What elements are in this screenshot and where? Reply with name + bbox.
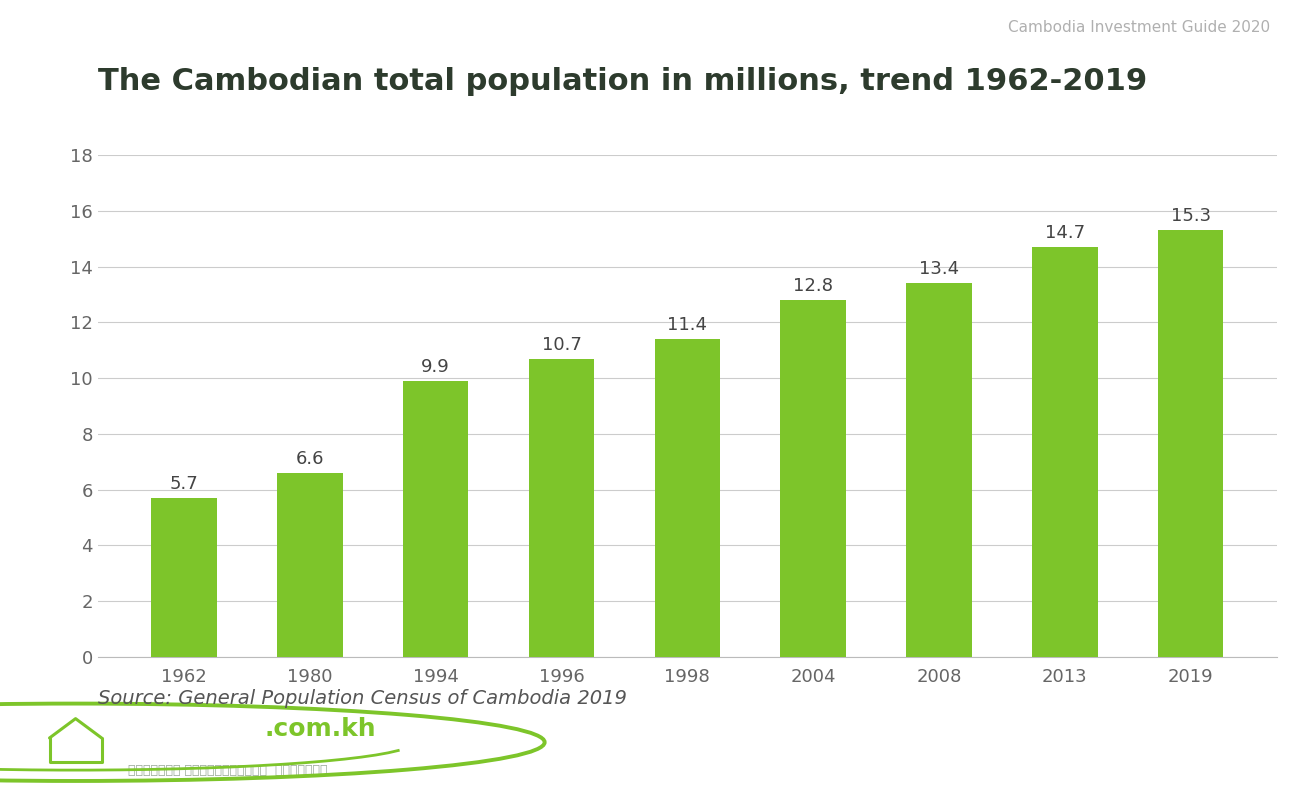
Bar [780, 300, 846, 657]
Text: 10.7: 10.7 [542, 336, 581, 353]
Text: 12.8: 12.8 [794, 277, 833, 295]
Text: realestate: realestate [128, 717, 272, 741]
Text: .com.kh: .com.kh [265, 717, 377, 741]
Bar [1158, 231, 1224, 657]
Text: 11.4: 11.4 [667, 316, 708, 334]
Text: The Cambodian total population in millions, trend 1962-2019: The Cambodian total population in millio… [98, 67, 1147, 96]
Bar [151, 498, 216, 657]
Text: 13.4: 13.4 [919, 260, 959, 279]
Bar [403, 380, 468, 657]
Text: ក័រតឹតិ កង្ហួនត្រួយ  東埔寨房地产网: ក័រតឹតិ កង្ហួនត្រួយ 東埔寨房地产网 [128, 763, 327, 777]
Text: 5.7: 5.7 [169, 475, 198, 493]
Bar [529, 359, 594, 657]
Bar [1032, 247, 1097, 657]
Text: 6.6: 6.6 [296, 450, 324, 468]
Bar [907, 283, 972, 657]
Bar [278, 473, 343, 657]
Text: Cambodia Investment Guide 2020: Cambodia Investment Guide 2020 [1009, 20, 1270, 35]
Text: Source: General Population Census of Cambodia 2019: Source: General Population Census of Cam… [98, 689, 627, 708]
Text: 14.7: 14.7 [1045, 224, 1085, 242]
Bar [654, 339, 721, 657]
Text: 15.3: 15.3 [1170, 208, 1210, 225]
Text: 9.9: 9.9 [421, 358, 450, 376]
